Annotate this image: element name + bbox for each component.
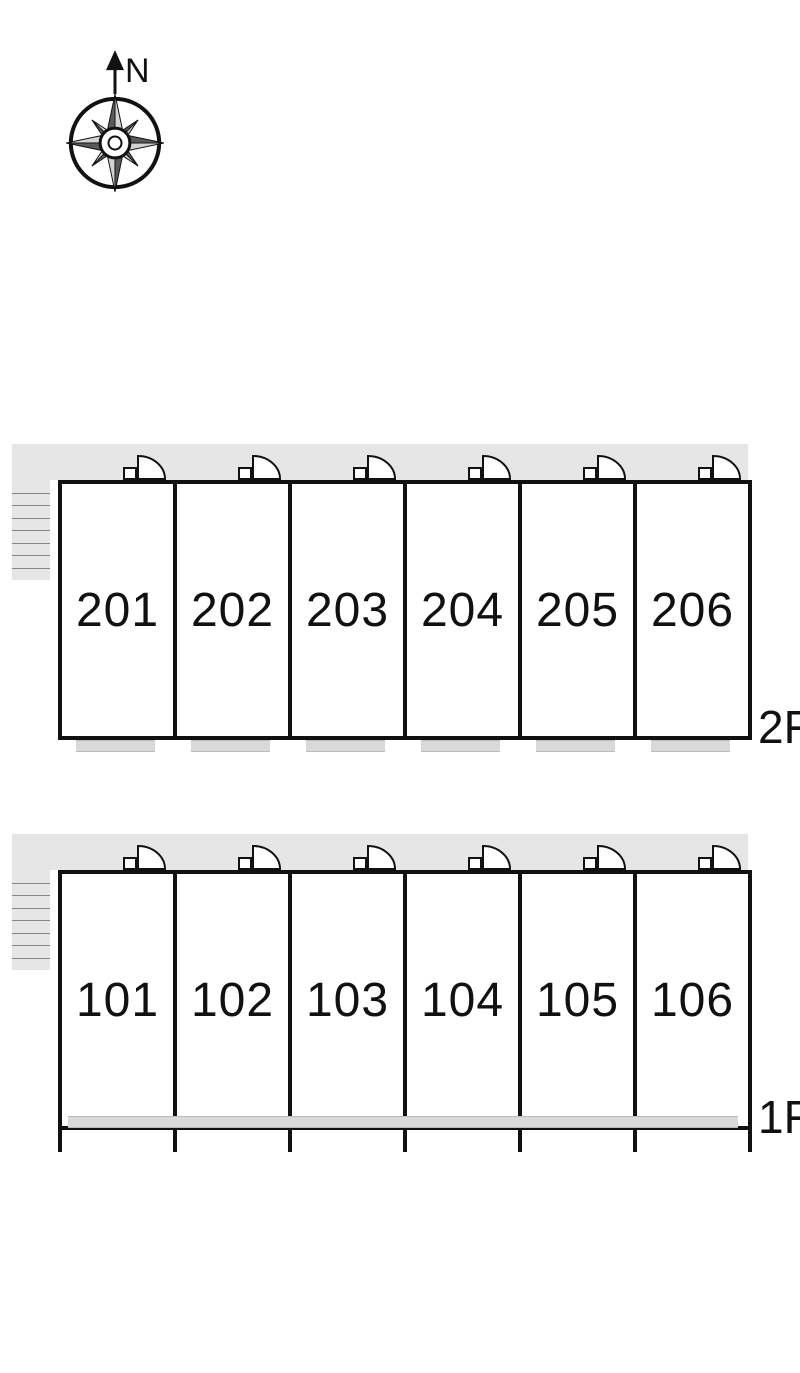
foundation-tick [288,1130,292,1152]
foundation-tick [633,1130,637,1152]
stair-icon [12,480,50,580]
foundation-tick [173,1130,177,1152]
unit-106: 106 [633,870,752,1130]
compass-rose: N [40,18,190,228]
door-icon [583,450,627,480]
balcony-bar [306,740,385,752]
unit-label: 101 [76,973,159,1028]
unit-203: 203 [288,480,407,740]
floorplan-canvas: N 201 202 203 204 205 206 2F 101 102 103 1… [0,0,800,1373]
door-icon [353,450,397,480]
door-icon [583,840,627,870]
floor-label: 1F [758,1090,800,1144]
unit-label: 205 [536,583,619,638]
unit-104: 104 [403,870,522,1130]
door-icon [123,450,167,480]
balcony-bar [536,740,615,752]
unit-204: 204 [403,480,522,740]
door-icon [238,840,282,870]
unit-103: 103 [288,870,407,1130]
unit-206: 206 [633,480,752,740]
unit-label: 203 [306,583,389,638]
unit-label: 201 [76,583,159,638]
balcony-bar [191,740,270,752]
unit-105: 105 [518,870,637,1130]
compass-north-label: N [125,52,150,91]
door-icon [698,840,742,870]
stair-icon [12,870,50,970]
door-icon [238,450,282,480]
balcony-bar [76,740,155,752]
foundation-tick [748,1130,752,1152]
unit-label: 202 [191,583,274,638]
unit-label: 206 [651,583,734,638]
door-icon [468,840,512,870]
door-icon [698,450,742,480]
floor-2F: 201 202 203 204 205 206 2F [20,480,800,800]
ground-bar [68,1116,738,1128]
unit-202: 202 [173,480,292,740]
floor-1F: 101 102 103 104 105 106 1F [20,870,800,1190]
floor-label: 2F [758,700,800,754]
unit-label: 106 [651,973,734,1028]
unit-label: 104 [421,973,504,1028]
unit-101: 101 [58,870,177,1130]
foundation-tick [403,1130,407,1152]
foundation-tick [58,1130,62,1152]
foundation-tick [518,1130,522,1152]
unit-label: 102 [191,973,274,1028]
unit-label: 103 [306,973,389,1028]
balcony-bar [651,740,730,752]
unit-label: 204 [421,583,504,638]
balcony-bar [421,740,500,752]
door-icon [123,840,167,870]
unit-201: 201 [58,480,177,740]
unit-205: 205 [518,480,637,740]
door-icon [353,840,397,870]
unit-102: 102 [173,870,292,1130]
unit-label: 105 [536,973,619,1028]
door-icon [468,450,512,480]
